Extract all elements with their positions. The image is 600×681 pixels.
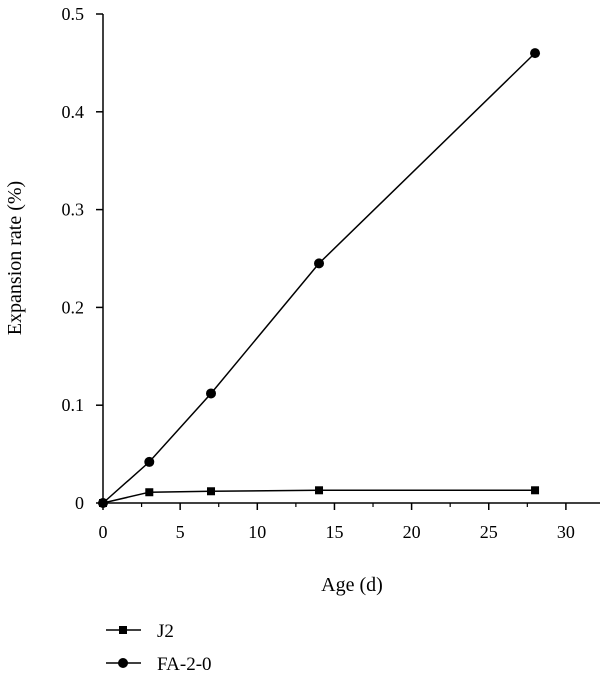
data-point [98, 498, 108, 508]
x-tick-label: 0 [99, 522, 108, 542]
legend-item: FA-2-0 [106, 654, 212, 675]
data-point [531, 486, 540, 495]
data-point [530, 48, 541, 59]
x-tick-label: 10 [248, 522, 266, 542]
y-tick-label: 0 [75, 493, 84, 513]
legend: J2 FA-2-0 [106, 621, 212, 675]
x-tick-label: 15 [325, 522, 343, 542]
legend-marker [119, 626, 127, 634]
x-axis-ticks: 0 5 10 15 20 25 30 [99, 503, 575, 542]
x-tick-label: 25 [480, 522, 498, 542]
legend-item: J2 [106, 621, 174, 642]
plot-frame [102, 14, 600, 504]
series-1 [99, 486, 540, 507]
legend-label: J2 [157, 621, 174, 642]
data-point [145, 488, 154, 497]
data-point [315, 486, 324, 495]
data-point [206, 388, 217, 399]
x-tick-label: 30 [557, 522, 575, 542]
data-point [207, 487, 216, 496]
y-tick-label: 0.1 [62, 395, 85, 415]
y-axis-ticks: 0 0.1 0.2 0.3 0.4 0.5 [62, 4, 103, 513]
y-tick-label: 0.3 [62, 200, 85, 220]
y-tick-label: 0.2 [62, 297, 85, 317]
y-tick-label: 0.4 [62, 102, 85, 122]
x-tick-label: 20 [403, 522, 421, 542]
series-layer [98, 48, 541, 508]
series-2 [98, 48, 541, 508]
data-point [314, 258, 325, 269]
legend-marker [118, 658, 128, 668]
x-tick-label: 5 [176, 522, 185, 542]
y-tick-label: 0.5 [62, 4, 85, 24]
x-axis-title: Age (d) [321, 574, 383, 596]
series-line [102, 52, 536, 504]
legend-label: FA-2-0 [157, 654, 212, 675]
y-axis-title: Expansion rate (%) [4, 181, 26, 335]
data-point [144, 456, 155, 467]
